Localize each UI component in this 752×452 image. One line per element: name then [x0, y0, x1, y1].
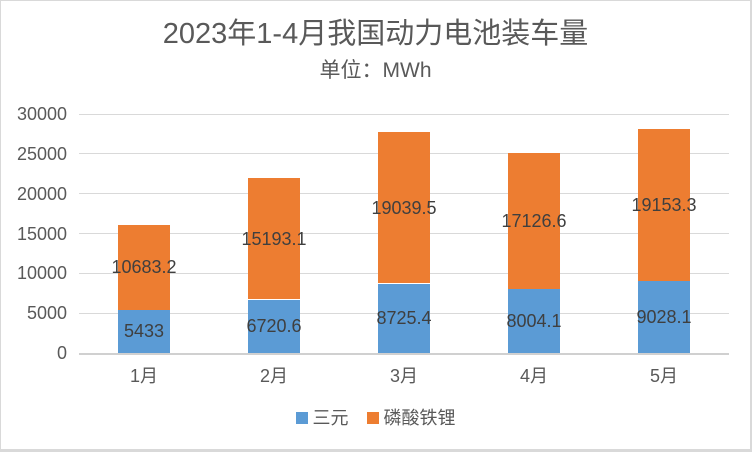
y-axis-tick-label: 20000 — [16, 183, 67, 204]
x-axis-line — [79, 353, 729, 355]
stacked-bar-segment — [248, 178, 300, 300]
x-axis-category-label: 3月 — [389, 366, 418, 386]
y-axis-tick-label: 15000 — [16, 223, 67, 244]
legend-swatch — [295, 412, 308, 424]
legend-label: 三元 — [312, 408, 349, 428]
bar-data-label: 5433 — [123, 321, 165, 342]
bar-data-label: 6720.6 — [246, 316, 302, 337]
stacked-bar-segment — [508, 152, 560, 290]
legend-item: 磷酸铁锂 — [366, 407, 456, 429]
bar-data-label: 15193.1 — [241, 228, 307, 249]
x-axis-category-label: 2月 — [259, 366, 288, 386]
y-axis-tick-label: 10000 — [16, 263, 67, 284]
bar-data-label: 17126.6 — [501, 211, 567, 231]
legend-label: 磷酸铁锂 — [383, 408, 456, 428]
x-axis-category-label: 4月 — [519, 366, 548, 386]
legend: 三元 磷酸铁锂 — [1, 407, 750, 429]
y-axis-tick-label: 5000 — [26, 303, 67, 324]
chart-subtitle: 单位：MWh — [319, 59, 432, 82]
legend-swatch — [366, 412, 379, 424]
bar-data-label: 19039.5 — [371, 197, 437, 218]
y-axis-tick-label: 25000 — [16, 143, 67, 164]
stacked-bar-segment — [378, 283, 430, 353]
stacked-bar-segment — [378, 131, 430, 284]
bar-data-label: 9028.1 — [636, 307, 692, 327]
chart-title: 2023年1-4月我国动力电池装车量 — [162, 18, 589, 50]
stacked-bar-segment — [248, 299, 300, 353]
y-axis-tick-label: 30000 — [16, 104, 67, 124]
gridline — [79, 113, 729, 115]
x-axis-category-label: 5月 — [649, 366, 678, 386]
legend-item: 三元 — [295, 407, 349, 429]
bar-data-label: 8004.1 — [506, 311, 562, 332]
stacked-bar-segment — [118, 224, 170, 310]
stacked-bar-segment — [638, 128, 690, 282]
stacked-bar-segment — [118, 309, 170, 353]
stacked-bar-segment — [638, 281, 690, 353]
bar-data-label: 19153.3 — [631, 194, 697, 215]
y-axis-tick-label: 0 — [56, 343, 67, 363]
x-axis-category-label: 1月 — [129, 366, 158, 386]
stacked-bar-segment — [508, 289, 560, 353]
bar-data-label: 10683.2 — [111, 257, 177, 278]
bar-data-label: 8725.4 — [376, 308, 432, 329]
